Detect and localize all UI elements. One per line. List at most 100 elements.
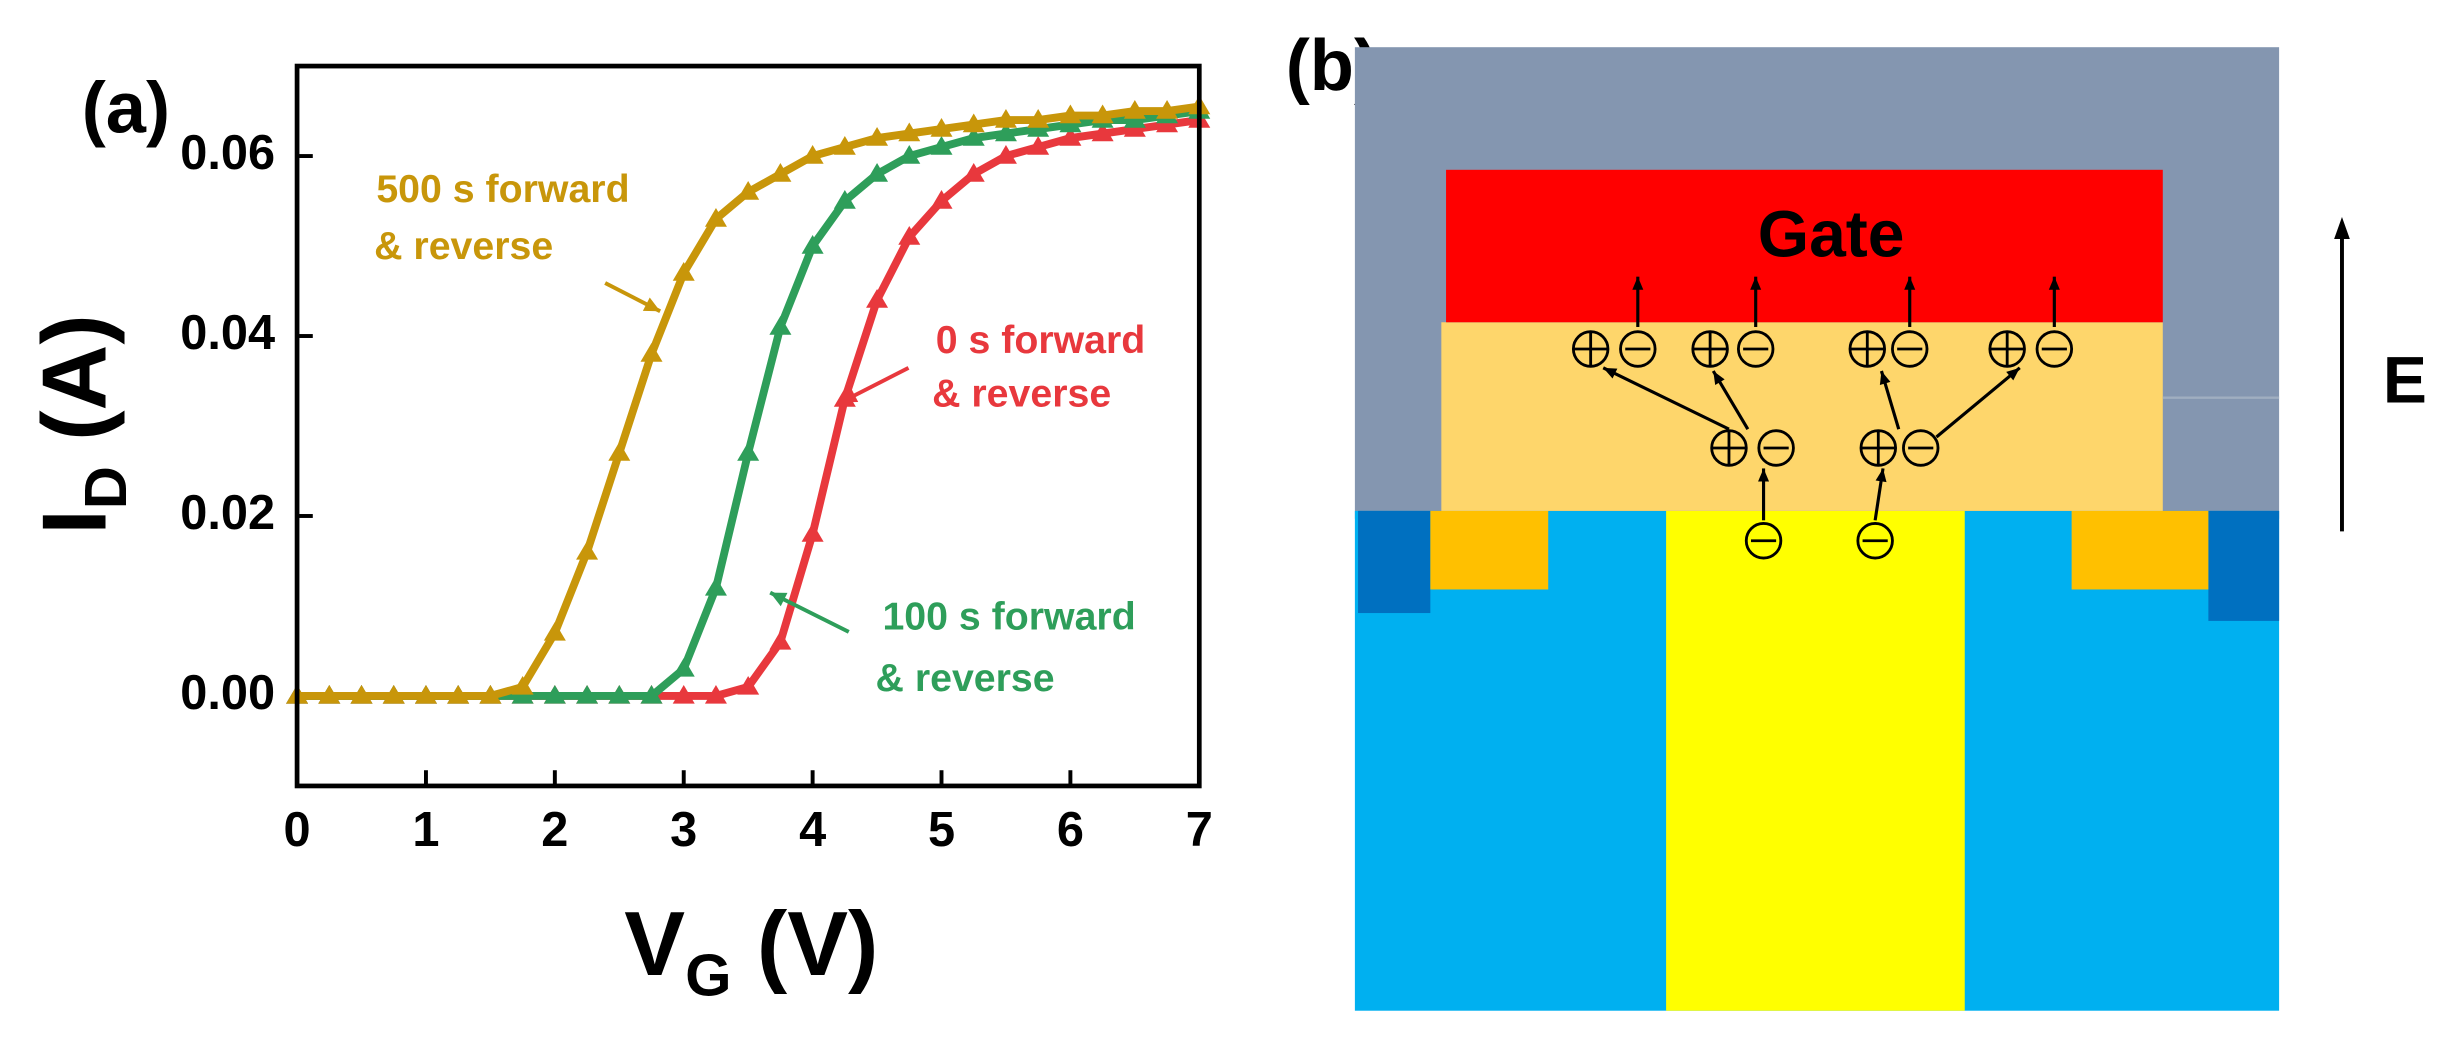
- x-tick-label: 1: [412, 803, 439, 857]
- charges: [1571, 276, 2074, 560]
- marker: [930, 136, 953, 155]
- y-axis-title-part: I: [24, 509, 126, 534]
- y-tick-label: 0.04: [180, 306, 275, 360]
- marker: [447, 684, 470, 704]
- marker: [1059, 127, 1082, 146]
- marker: [704, 208, 727, 227]
- marker: [1123, 100, 1146, 119]
- series-annotation: & reverse: [374, 224, 553, 268]
- y-tick-label: 0.00: [180, 666, 275, 720]
- marker: [1027, 136, 1050, 155]
- marker: [1059, 104, 1082, 124]
- marker: [382, 684, 405, 704]
- series-annotation: 500 s forward: [376, 167, 629, 211]
- marker: [769, 630, 792, 650]
- gate: [1446, 169, 2163, 323]
- marker: [1156, 100, 1179, 119]
- marker: [576, 684, 599, 704]
- device-diagram: Gate E: [1354, 47, 2427, 1011]
- doped-region: [1430, 510, 1549, 590]
- arrow: [1935, 366, 2021, 439]
- electron: [1891, 330, 1929, 368]
- marker: [962, 113, 985, 133]
- plot-frame: [294, 63, 1202, 789]
- electron: [1902, 429, 1940, 467]
- marker: [608, 441, 631, 461]
- marker: [769, 163, 792, 182]
- doped-region: [2071, 510, 2209, 590]
- electron: [2035, 330, 2074, 368]
- marker: [737, 181, 760, 200]
- plot: 0 1 2 3 4 5 6 7 0.00 0.02 0.04 0.06 VG (V) ID (A) 500 …: [24, 63, 1213, 1008]
- electron: [1619, 330, 1657, 368]
- x-axis-title: VG (V): [624, 893, 878, 1008]
- arrow-head: [1879, 370, 1891, 386]
- marker: [640, 343, 663, 362]
- marker: [640, 684, 663, 704]
- marker: [994, 122, 1017, 142]
- channel: [1666, 510, 1965, 1011]
- x-tick-label: 3: [670, 803, 697, 857]
- x-tick-label: 0: [284, 803, 311, 857]
- marker: [414, 684, 437, 704]
- marker: [511, 675, 534, 695]
- annotation-arrow-head: [840, 388, 859, 403]
- marker: [994, 109, 1017, 128]
- marker: [737, 441, 760, 461]
- marker: [543, 621, 566, 641]
- marker: [866, 289, 889, 308]
- marker: [608, 684, 631, 704]
- panel-label: (a): [82, 68, 170, 148]
- electron: [1856, 522, 1894, 560]
- arrow-head: [1758, 468, 1770, 482]
- x-tick-label: 5: [928, 803, 955, 857]
- marker: [704, 684, 727, 704]
- y-tick-label: 0.06: [180, 126, 275, 180]
- marker: [576, 540, 599, 560]
- arrow-head: [1632, 276, 1644, 290]
- dielectric: [1441, 322, 2163, 511]
- x-axis-title-part: V: [624, 893, 685, 995]
- marker: [898, 145, 921, 164]
- arrow-head: [1904, 276, 1916, 290]
- marker: [801, 522, 824, 542]
- marker: [930, 118, 953, 137]
- series-annotation: 100 s forward: [882, 595, 1135, 639]
- marker: [672, 262, 695, 281]
- annotation-arrow-head: [642, 297, 661, 312]
- marker: [1027, 109, 1050, 128]
- arrow: [1602, 366, 1730, 431]
- series-annotation: & reverse: [876, 656, 1055, 700]
- marker: [833, 136, 856, 155]
- y-axis-title-part: (A): [24, 314, 126, 466]
- marker: [479, 684, 502, 704]
- marker: [672, 684, 695, 704]
- y-tick-label: 0.02: [180, 486, 275, 540]
- arrow-head: [1603, 367, 1618, 379]
- x-tick-label: 6: [1057, 803, 1084, 857]
- x-tick-label: 7: [1186, 803, 1213, 857]
- contact: [2208, 510, 2280, 621]
- arrow-head: [2006, 367, 2020, 381]
- marker: [930, 190, 953, 209]
- arrow-head: [1750, 276, 1762, 290]
- x-axis-title-sub: G: [685, 941, 731, 1008]
- marker: [350, 684, 373, 704]
- marker: [866, 127, 889, 146]
- x-tick-label: 4: [799, 803, 826, 857]
- marker: [962, 163, 985, 182]
- marker: [737, 675, 760, 695]
- y-axis-title: ID (A): [24, 314, 139, 534]
- arrow-head: [2334, 216, 2350, 239]
- marker: [704, 576, 727, 596]
- field-label: E: [2383, 343, 2427, 417]
- marker: [962, 127, 985, 146]
- marker: [1091, 104, 1114, 124]
- electron: [1736, 330, 1775, 368]
- arrow-head: [1875, 468, 1887, 483]
- arrow-head: [2048, 276, 2060, 290]
- marker: [1091, 122, 1114, 142]
- marker: [866, 163, 889, 182]
- marker: [769, 316, 792, 335]
